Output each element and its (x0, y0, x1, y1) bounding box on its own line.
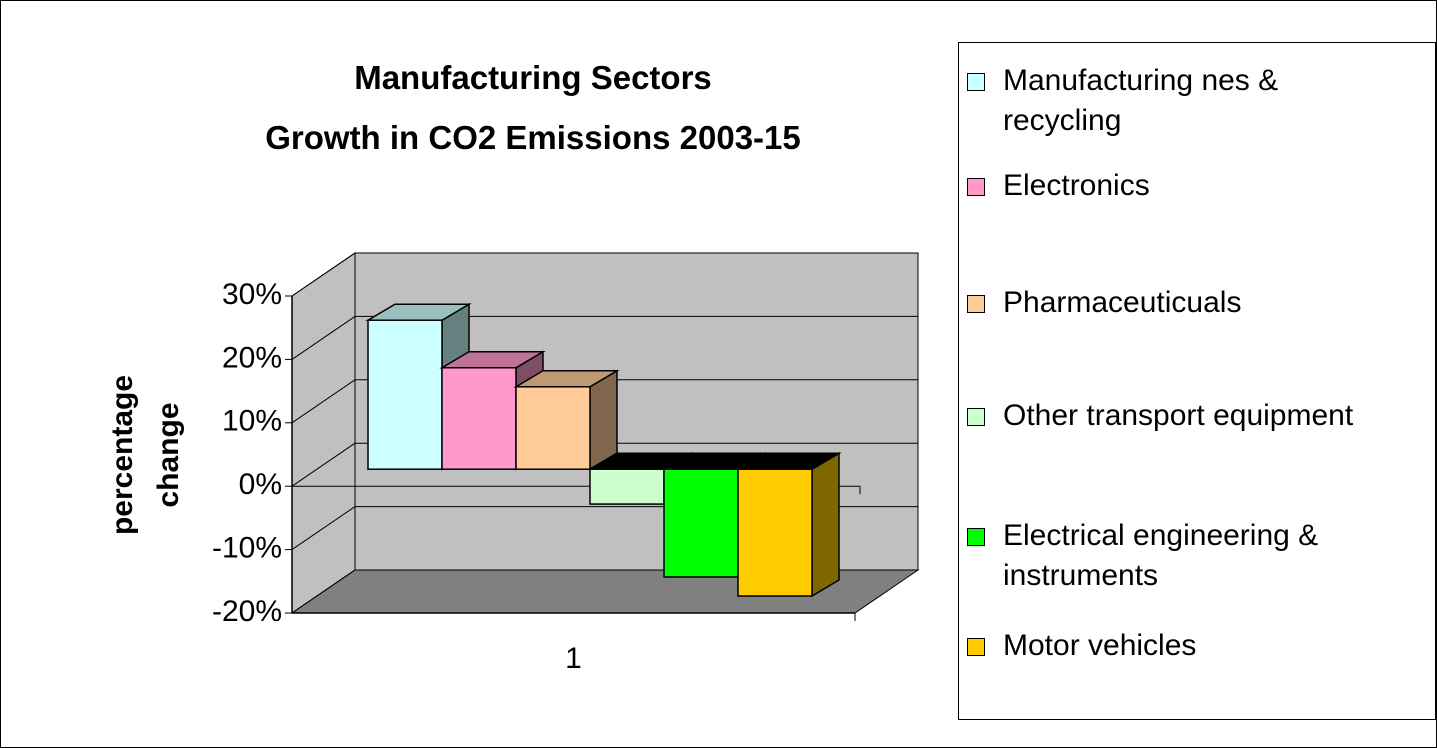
y-tick-label: 10% (222, 405, 282, 438)
y-tick-label: 0% (239, 468, 282, 501)
grid-line (291, 315, 356, 360)
x-tick-label: 1 (565, 642, 582, 675)
legend-label: Electronics (1003, 169, 1150, 202)
bar-side (589, 369, 618, 471)
legend-label: Other transport equipment (1003, 399, 1354, 432)
legend-label: Manufacturing nes & recycling (1003, 64, 1279, 137)
y-tick-label: 30% (222, 278, 282, 311)
grid-line (291, 442, 356, 487)
legend-swatch (967, 295, 985, 313)
grid-line (291, 506, 356, 551)
bar (515, 386, 591, 470)
bar (663, 468, 739, 578)
legend-swatch (967, 408, 985, 426)
grid-line (291, 252, 356, 297)
bar (441, 367, 517, 470)
y-tick-label: 20% (222, 341, 282, 374)
legend-swatch (967, 528, 985, 546)
legend-swatch (967, 73, 985, 91)
grid-line (291, 569, 356, 614)
legend-label: Motor vehicles (1003, 629, 1197, 662)
bar-side (811, 451, 840, 598)
bar (737, 468, 813, 597)
legend-label: Electrical engineering & instruments (1003, 519, 1319, 592)
grid-line (291, 379, 356, 424)
legend: Manufacturing nes & recycling Electronics… (958, 42, 1436, 720)
bar (367, 319, 443, 470)
legend-swatch (967, 638, 985, 656)
chart-title: Manufacturing Sectors Growth in CO2 Emis… (265, 59, 801, 156)
y-tick-label: -20% (212, 595, 282, 628)
legend-swatch (967, 178, 985, 196)
side-wall (291, 252, 356, 614)
y-axis-label: percentage change (106, 374, 185, 536)
legend-label: Pharmaceuticuals (1003, 286, 1242, 319)
y-tick-label: -10% (212, 532, 282, 565)
bar (589, 468, 665, 505)
